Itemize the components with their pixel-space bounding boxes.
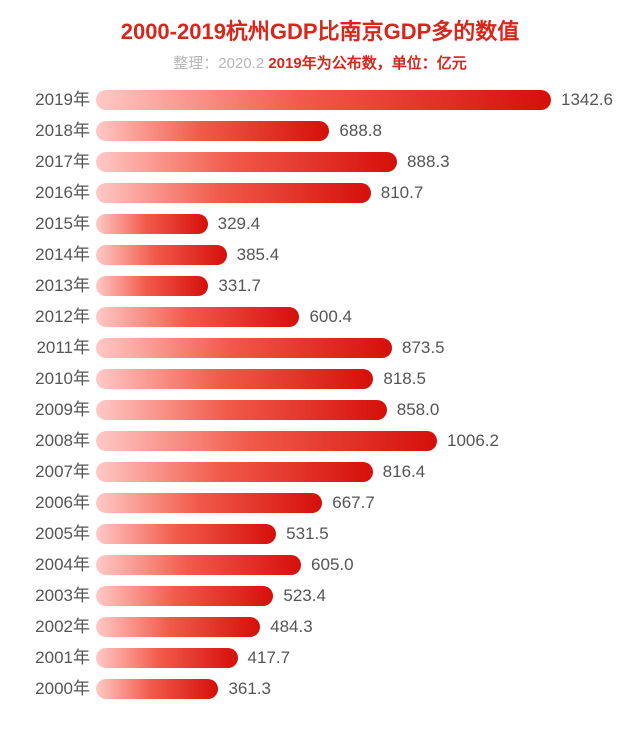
bar-value-label: 810.7 [381, 183, 424, 203]
bar-value-label: 331.7 [218, 276, 261, 296]
y-axis-label: 2005年 [20, 524, 90, 544]
bar-value-label: 888.3 [407, 152, 450, 172]
gdp-diff-chart: 2000-2019杭州GDP比南京GDP多的数值 整理：2020.2 2019年… [0, 0, 640, 737]
bar-value-label: 531.5 [286, 524, 329, 544]
bar-value-label: 600.4 [309, 307, 352, 327]
y-axis-label: 2019年 [20, 90, 90, 110]
bar [96, 555, 301, 575]
bar-row: 2010年 818.5 [20, 369, 620, 389]
bar [96, 183, 371, 203]
bar-value-label: 329.4 [218, 214, 261, 234]
bar-row: 2004年 605.0 [20, 555, 620, 575]
subtitle-gray: 整理：2020.2 [173, 55, 268, 72]
bar-value-label: 816.4 [383, 462, 426, 482]
bar-row: 2016年 810.7 [20, 183, 620, 203]
bar-value-label: 605.0 [311, 555, 354, 575]
y-axis-label: 2006年 [20, 493, 90, 513]
y-axis-label: 2016年 [20, 183, 90, 203]
bar-row: 2008年 1006.2 [20, 431, 620, 451]
bar-row: 2013年 331.7 [20, 276, 620, 296]
y-axis-label: 2011年 [20, 338, 90, 358]
y-axis-label: 2000年 [20, 679, 90, 699]
y-axis-label: 2017年 [20, 152, 90, 172]
y-axis-label: 2015年 [20, 214, 90, 234]
chart-subtitle: 整理：2020.2 2019年为公布数，单位：亿元 [0, 46, 640, 73]
bar [96, 121, 329, 141]
bar [96, 524, 276, 544]
bar-row: 2018年 688.8 [20, 121, 620, 141]
y-axis-label: 2010年 [20, 369, 90, 389]
bar-value-label: 667.7 [332, 493, 375, 513]
chart-plot-area: 2019年 1342.6 2018年 688.8 2017年 888.3 2016年 810.… [20, 90, 620, 717]
bar-value-label: 361.3 [228, 679, 271, 699]
bar [96, 679, 218, 699]
bar-row: 2019年 1342.6 [20, 90, 620, 110]
bar [96, 276, 208, 296]
bar [96, 307, 299, 327]
chart-title: 2000-2019杭州GDP比南京GDP多的数值 [0, 0, 640, 46]
y-axis-label: 2014年 [20, 245, 90, 265]
bar-row: 2014年 385.4 [20, 245, 620, 265]
bar-row: 2000年 361.3 [20, 679, 620, 699]
bar [96, 214, 208, 234]
bar [96, 493, 322, 513]
bar-value-label: 417.7 [248, 648, 291, 668]
y-axis-label: 2013年 [20, 276, 90, 296]
bar-row: 2015年 329.4 [20, 214, 620, 234]
bar-row: 2001年 417.7 [20, 648, 620, 668]
bar-value-label: 385.4 [237, 245, 280, 265]
bar [96, 152, 397, 172]
bar-row: 2005年 531.5 [20, 524, 620, 544]
y-axis-label: 2002年 [20, 617, 90, 637]
subtitle-red: 2019年为公布数，单位：亿元 [268, 55, 466, 72]
bar-value-label: 484.3 [270, 617, 313, 637]
bar [96, 617, 260, 637]
bar [96, 338, 392, 358]
bar-row: 2002年 484.3 [20, 617, 620, 637]
y-axis-label: 2018年 [20, 121, 90, 141]
y-axis-label: 2001年 [20, 648, 90, 668]
bar-row: 2003年 523.4 [20, 586, 620, 606]
bar [96, 90, 551, 110]
bar-row: 2007年 816.4 [20, 462, 620, 482]
bar [96, 462, 373, 482]
bar-value-label: 523.4 [283, 586, 326, 606]
y-axis-label: 2007年 [20, 462, 90, 482]
y-axis-label: 2004年 [20, 555, 90, 575]
bar [96, 369, 373, 389]
bar-value-label: 873.5 [402, 338, 445, 358]
y-axis-label: 2003年 [20, 586, 90, 606]
bar [96, 431, 437, 451]
bar-row: 2017年 888.3 [20, 152, 620, 172]
bar-value-label: 1342.6 [561, 90, 613, 110]
bar-row: 2006年 667.7 [20, 493, 620, 513]
bar-row: 2012年 600.4 [20, 307, 620, 327]
bar-row: 2009年 858.0 [20, 400, 620, 420]
bar [96, 400, 387, 420]
bar-value-label: 858.0 [397, 400, 440, 420]
bar-value-label: 818.5 [383, 369, 426, 389]
y-axis-label: 2009年 [20, 400, 90, 420]
bar-row: 2011年 873.5 [20, 338, 620, 358]
bar [96, 245, 227, 265]
y-axis-label: 2012年 [20, 307, 90, 327]
bar-value-label: 1006.2 [447, 431, 499, 451]
bar-value-label: 688.8 [339, 121, 382, 141]
bar [96, 648, 238, 668]
bar [96, 586, 273, 606]
y-axis-label: 2008年 [20, 431, 90, 451]
